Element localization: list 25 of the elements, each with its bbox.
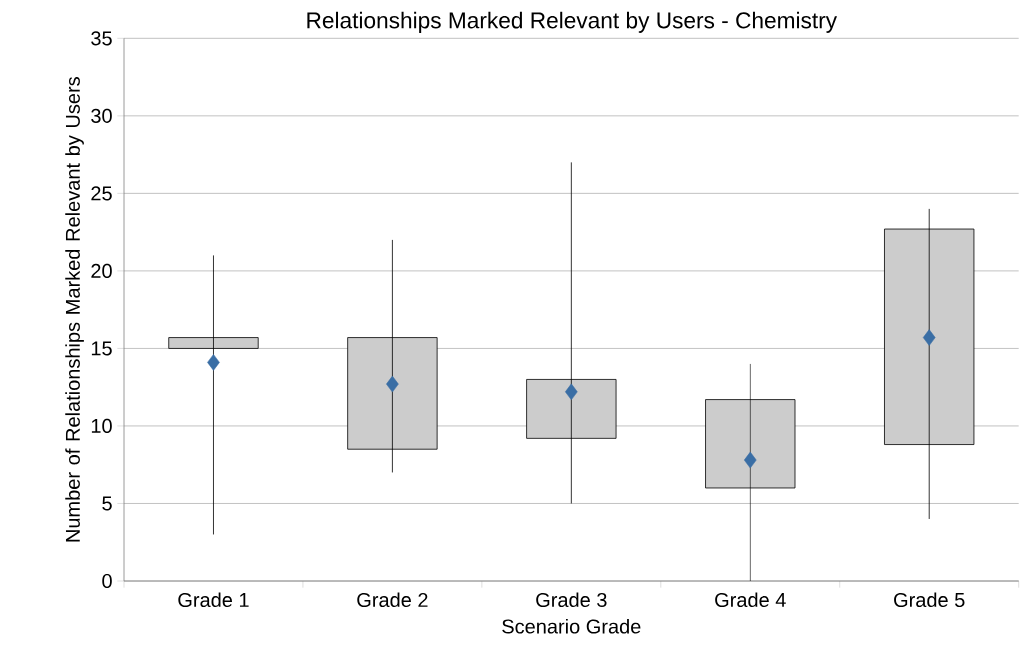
x-tick-label: Grade 3 [536, 592, 607, 608]
point [744, 451, 757, 469]
y-axis-title: Number of Relationships Marked Relevant by Users [65, 77, 84, 542]
x-tick-label: Grade 4 [715, 592, 786, 608]
point [922, 329, 936, 346]
y-tick-label: 20 [91, 263, 112, 278]
point [386, 375, 399, 393]
x-axis-title: Scenario Grade [502, 618, 641, 634]
y-tick-label: 15 [91, 341, 112, 356]
point [207, 354, 220, 371]
y-tick-label: 0 [102, 573, 112, 589]
y-tick-label: 35 [91, 31, 112, 46]
chart-title: Relationships Marked Relevant by Users - Chemistry [307, 11, 838, 33]
y-tick-label: 10 [91, 418, 112, 434]
x-tick-label: Grade 1 [178, 592, 249, 608]
candlestick [347, 239, 438, 473]
candlestick [526, 161, 617, 504]
x-tick-label: Grade 2 [357, 592, 428, 608]
y-tick-label: 25 [91, 186, 112, 201]
point [565, 383, 578, 401]
y-tick-label: 30 [91, 108, 112, 123]
candlestick [168, 255, 259, 535]
x-tick-label: Grade 5 [894, 592, 965, 608]
candlestick [884, 208, 975, 520]
y-tick-label: 5 [102, 496, 112, 511]
